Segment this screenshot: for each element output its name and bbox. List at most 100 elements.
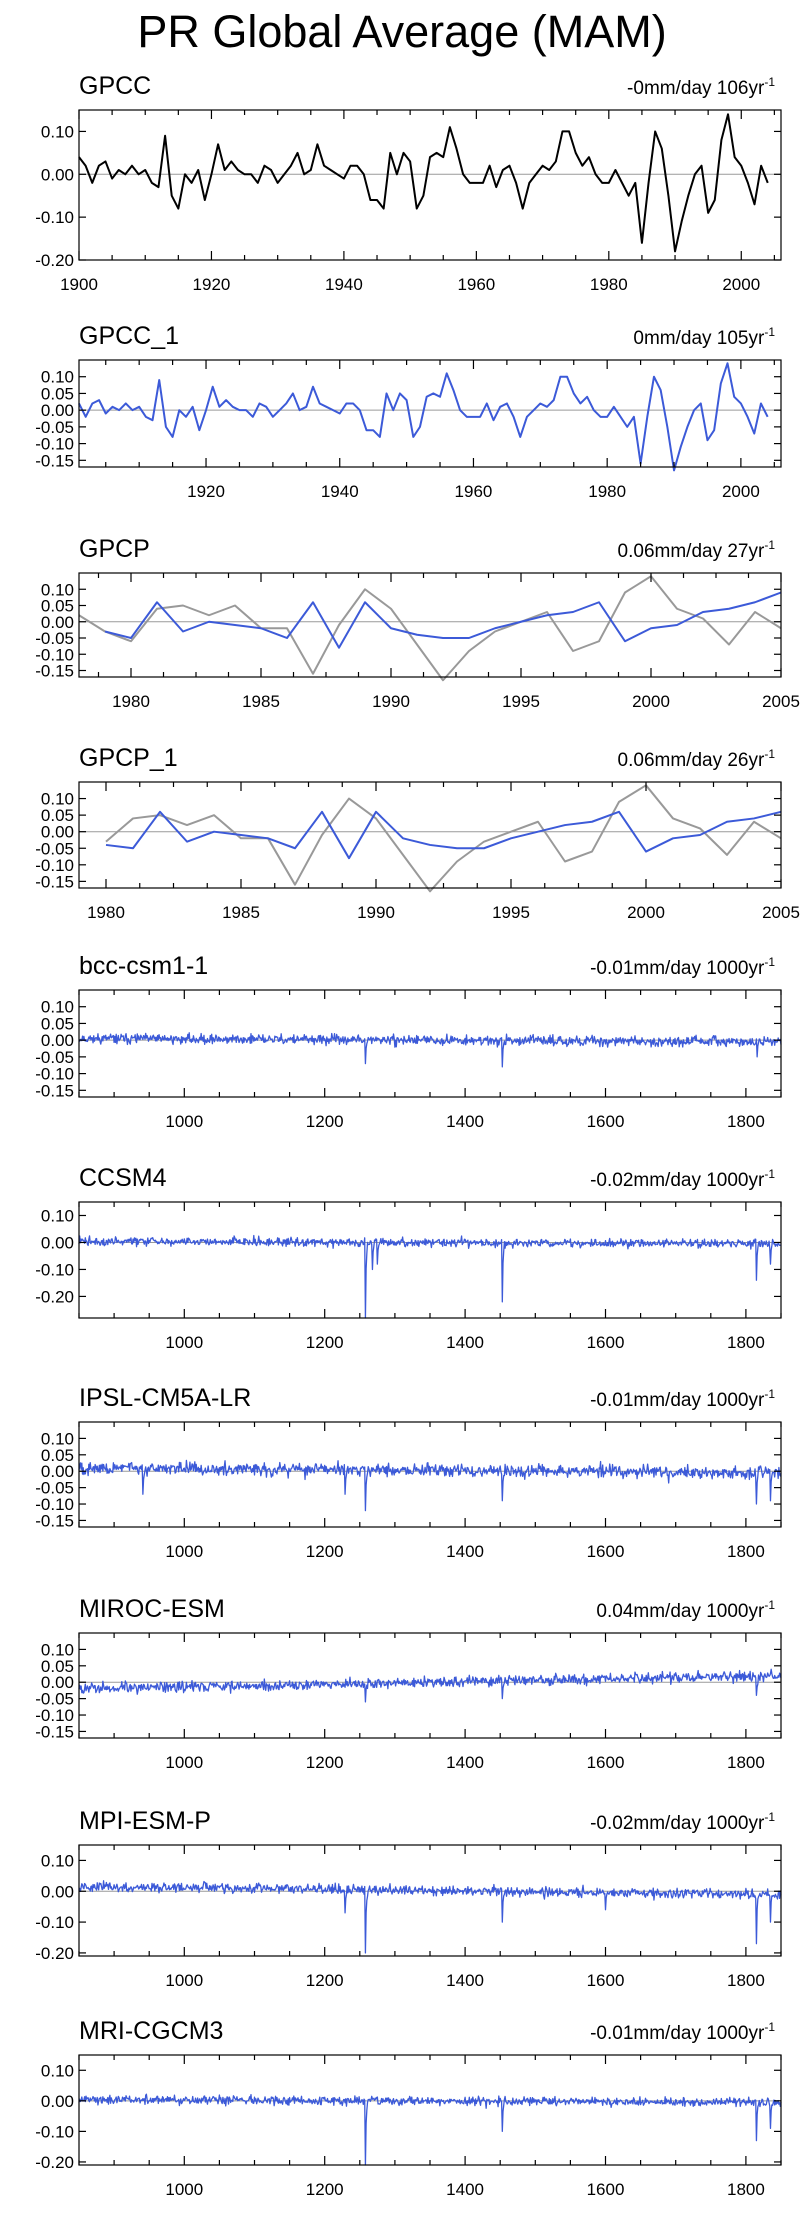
x-tick-label: 1960 — [455, 482, 493, 501]
y-tick-label: 0.00 — [41, 1233, 74, 1252]
y-tick-label: -0.20 — [35, 2153, 74, 2172]
y-tick-label: -0.10 — [35, 1913, 74, 1932]
y-tick-label: -0.20 — [35, 251, 74, 270]
x-tick-label: 1980 — [590, 275, 628, 294]
x-tick-label: 2000 — [627, 903, 665, 922]
y-tick-label: -0.15 — [35, 451, 74, 470]
panel-title: MPI-ESM-P — [79, 1807, 211, 1835]
panel-title: MRI-CGCM3 — [79, 2017, 223, 2045]
x-tick-label: 1400 — [446, 1542, 484, 1561]
plot-frame — [78, 1632, 782, 1739]
trend-exponent: -1 — [764, 1810, 775, 1824]
y-tick-label: -0.05 — [35, 629, 74, 648]
panel-title: GPCP_1 — [79, 744, 178, 772]
x-tick-label: 1990 — [357, 903, 395, 922]
series-line-1 — [78, 1668, 782, 1703]
x-tick-label: 1400 — [446, 1753, 484, 1772]
x-tick-label: 1000 — [165, 1333, 203, 1352]
panel-gpcp_1: GPCP_1 0.06mm/day 26yr-1 0.100.050.00-0.05… — [35, 744, 800, 922]
trend-exponent: -1 — [764, 1167, 775, 1181]
y-tick-label: 0.00 — [41, 823, 74, 842]
trend-label: 0.04mm/day 1000yr-1 — [596, 1598, 775, 1622]
y-tick-label: 0.05 — [41, 1657, 74, 1676]
y-tick-label: -0.10 — [35, 208, 74, 227]
series-line-1 — [78, 1459, 782, 1512]
trend-exponent: -1 — [764, 75, 775, 89]
series-line-1 — [78, 575, 782, 682]
x-tick-label: 2005 — [762, 692, 800, 711]
panel-title: GPCP — [79, 535, 150, 563]
x-tick-label: 1600 — [587, 2180, 625, 2199]
y-tick-label: -0.10 — [35, 645, 74, 664]
y-tick-label: -0.15 — [35, 1511, 74, 1530]
x-tick-label: 1940 — [325, 275, 363, 294]
x-tick-label: 1200 — [306, 1542, 344, 1561]
x-tick-label: 1800 — [727, 2180, 765, 2199]
panel-title: CCSM4 — [79, 1164, 167, 1192]
x-tick-label: 1000 — [165, 1753, 203, 1772]
y-tick-label: 0.00 — [41, 165, 74, 184]
trend-label: -0.02mm/day 1000yr-1 — [590, 1167, 775, 1191]
plot-frame — [78, 572, 782, 678]
panel-mri-cgcm3: MRI-CGCM3 -0.01mm/day 1000yr-1 0.10 0.00 -0.… — [35, 2017, 782, 2199]
trend-label: -0.01mm/day 1000yr-1 — [590, 2020, 775, 2044]
x-tick-label: 1990 — [372, 692, 410, 711]
panel-gpcp: GPCP 0.06mm/day 27yr-10.100.050.00-0.05-0… — [35, 535, 800, 711]
x-tick-label: 1000 — [165, 1112, 203, 1131]
x-tick-label: 1600 — [587, 1542, 625, 1561]
x-tick-label: 1920 — [193, 275, 231, 294]
y-tick-label: -0.10 — [35, 1065, 74, 1084]
y-tick-label: 0.10 — [41, 368, 74, 387]
y-tick-label: -0.10 — [35, 435, 74, 454]
x-tick-label: 1400 — [446, 1112, 484, 1131]
y-tick-label: -0.20 — [35, 1944, 74, 1963]
panel-title: GPCC_1 — [79, 322, 179, 350]
x-tick-label: 1400 — [446, 1333, 484, 1352]
y-tick-label: 0.00 — [41, 2092, 74, 2111]
panel-gpcc: GPCC -0mm/day 106yr-1 0.10 0.00 -0.10 -0.20 19… — [35, 72, 782, 294]
x-tick-label: 1985 — [242, 692, 280, 711]
y-tick-label: 0.10 — [41, 1206, 74, 1225]
panel-gpcc_1: GPCC_1 0mm/day 105yr-10.100.050.00-0.05-0… — [35, 322, 782, 501]
series-line-1 — [105, 784, 782, 893]
x-tick-label: 1000 — [165, 1971, 203, 1990]
y-tick-label: -0.05 — [35, 1479, 74, 1498]
x-tick-label: 1800 — [727, 1112, 765, 1131]
trend-label: -0.01mm/day 1000yr-1 — [590, 1387, 775, 1411]
x-tick-label: 1960 — [457, 275, 495, 294]
y-tick-label: -0.05 — [35, 839, 74, 858]
trend-label: 0.06mm/day 27yr-1 — [618, 538, 776, 562]
x-tick-label: 1980 — [588, 482, 626, 501]
y-tick-label: -0.15 — [35, 872, 74, 891]
y-tick-label: 0.05 — [41, 1446, 74, 1465]
y-tick-label: -0.05 — [35, 1690, 74, 1709]
x-tick-label: 1980 — [112, 692, 150, 711]
x-tick-label: 2000 — [632, 692, 670, 711]
x-tick-label: 2005 — [762, 903, 800, 922]
x-tick-label: 1980 — [87, 903, 125, 922]
panel-title: MIROC-ESM — [79, 1595, 225, 1623]
y-tick-label: 0.00 — [41, 613, 74, 632]
panel-title: GPCC — [79, 72, 151, 100]
x-tick-label: 1600 — [587, 1971, 625, 1990]
trend-label: 0.06mm/day 26yr-1 — [618, 747, 776, 771]
x-tick-label: 1940 — [321, 482, 359, 501]
x-tick-label: 1800 — [727, 1753, 765, 1772]
series-line-1 — [78, 1880, 782, 1954]
x-tick-label: 1000 — [165, 1542, 203, 1561]
y-tick-label: 0.00 — [41, 1031, 74, 1050]
y-tick-label: 0.10 — [41, 580, 74, 599]
y-tick-label: -0.15 — [35, 1081, 74, 1100]
trend-label: -0.02mm/day 1000yr-1 — [590, 1810, 775, 1834]
y-tick-label: 0.00 — [41, 1882, 74, 1901]
y-tick-label: -0.15 — [35, 662, 74, 681]
x-tick-label: 1200 — [306, 1112, 344, 1131]
series-line-1 — [78, 2093, 782, 2166]
plot-frame — [78, 359, 782, 468]
x-tick-label: 1200 — [306, 2180, 344, 2199]
x-tick-label: 1600 — [587, 1753, 625, 1772]
panel-mpi-esm-p: MPI-ESM-P -0.02mm/day 1000yr-1 0.10 0.00 -0.… — [35, 1807, 782, 1990]
trend-exponent: -1 — [764, 538, 775, 552]
trend-label: 0mm/day 105yr-1 — [633, 325, 775, 349]
